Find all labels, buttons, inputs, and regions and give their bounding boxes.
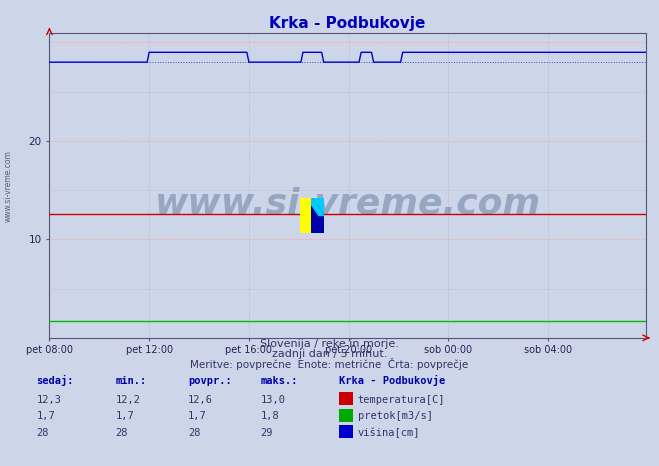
Text: 28: 28 <box>36 428 49 438</box>
Text: 1,7: 1,7 <box>188 411 206 421</box>
Text: 12,6: 12,6 <box>188 395 213 405</box>
Text: Krka - Podbukovje: Krka - Podbukovje <box>339 376 445 386</box>
Title: Krka - Podbukovje: Krka - Podbukovje <box>270 16 426 31</box>
Text: 28: 28 <box>115 428 128 438</box>
Text: 29: 29 <box>260 428 273 438</box>
Text: povpr.:: povpr.: <box>188 377 231 386</box>
Text: višina[cm]: višina[cm] <box>358 427 420 438</box>
Text: maks.:: maks.: <box>260 377 298 386</box>
Text: 28: 28 <box>188 428 200 438</box>
Polygon shape <box>312 198 324 215</box>
Text: 1,7: 1,7 <box>115 411 134 421</box>
Text: zadnji dan / 5 minut.: zadnji dan / 5 minut. <box>272 350 387 359</box>
Text: 13,0: 13,0 <box>260 395 285 405</box>
Text: Meritve: povprečne  Enote: metrične  Črta: povprečje: Meritve: povprečne Enote: metrične Črta:… <box>190 358 469 370</box>
Text: temperatura[C]: temperatura[C] <box>358 395 445 405</box>
Text: 12,2: 12,2 <box>115 395 140 405</box>
Text: min.:: min.: <box>115 377 146 386</box>
Text: Slovenija / reke in morje.: Slovenija / reke in morje. <box>260 339 399 349</box>
Polygon shape <box>312 198 324 233</box>
Text: www.si-vreme.com: www.si-vreme.com <box>155 186 540 220</box>
Text: 12,3: 12,3 <box>36 395 61 405</box>
Text: www.si-vreme.com: www.si-vreme.com <box>3 151 13 222</box>
Bar <box>300 198 312 233</box>
Text: 1,8: 1,8 <box>260 411 279 421</box>
Text: sedaj:: sedaj: <box>36 376 74 386</box>
Polygon shape <box>312 198 324 215</box>
Text: pretok[m3/s]: pretok[m3/s] <box>358 411 433 421</box>
Text: 1,7: 1,7 <box>36 411 55 421</box>
